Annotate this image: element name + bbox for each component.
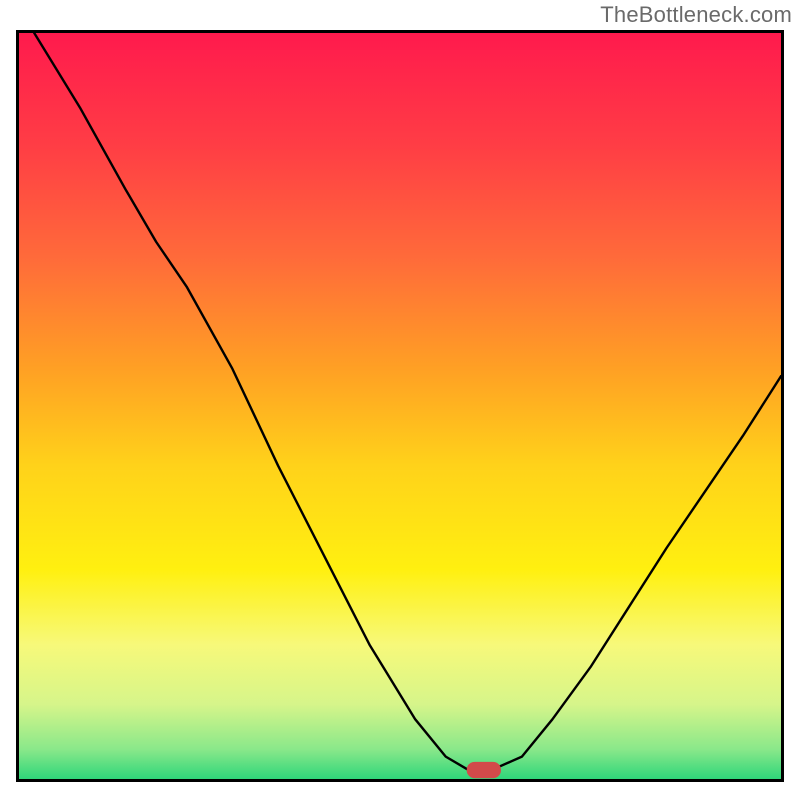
watermark-text: TheBottleneck.com: [600, 2, 792, 28]
minimum-marker: [467, 762, 501, 778]
plot-svg: [19, 33, 781, 779]
plot-area: [16, 30, 784, 782]
background-gradient: [19, 33, 781, 779]
chart-frame: TheBottleneck.com: [0, 0, 800, 800]
